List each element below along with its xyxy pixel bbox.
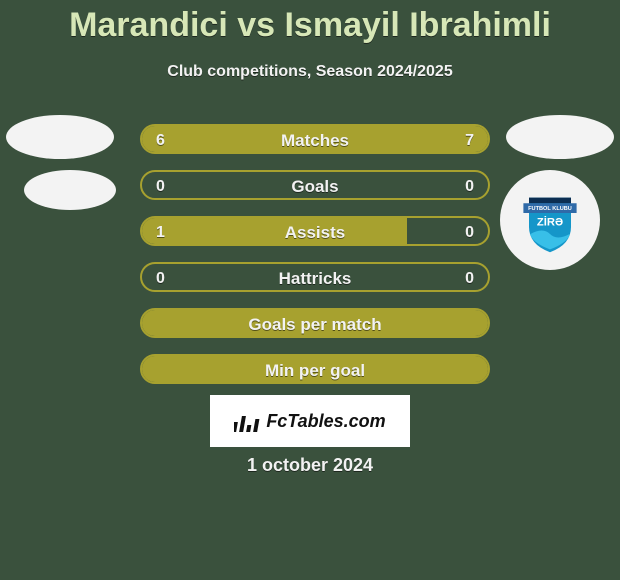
date-label: 1 october 2024 <box>0 455 620 476</box>
club-left-placeholder <box>24 170 116 210</box>
stat-label: Goals <box>142 172 488 200</box>
svg-text:ZİRƏ: ZİRƏ <box>537 216 563 229</box>
bar-chart-icon <box>234 410 260 432</box>
watermark-text: FcTables.com <box>266 411 385 432</box>
club-right-logo: FUTBOL KLUBU ZİRƏ <box>515 185 585 255</box>
club-right-badge: FUTBOL KLUBU ZİRƏ <box>500 170 600 270</box>
stat-value-right: 0 <box>465 218 474 246</box>
player-right-avatar <box>506 115 614 159</box>
stat-fill <box>142 310 488 336</box>
stat-row-hattricks: 0 0Hattricks <box>140 262 490 292</box>
stat-row-goals-per-match: Goals per match <box>140 308 490 338</box>
stat-label: Hattricks <box>142 264 488 292</box>
stat-row-matches: 67Matches <box>140 124 490 154</box>
stat-value-right: 0 <box>465 172 474 200</box>
stat-row-min-per-goal: Min per goal <box>140 354 490 384</box>
comparison-infographic: Marandici vs Ismayil Ibrahimli Club compe… <box>0 0 620 580</box>
stat-fill-right <box>302 126 488 152</box>
stat-value-left: 0 <box>156 172 165 200</box>
stat-row-goals: 0 0Goals <box>140 170 490 200</box>
page-title: Marandici vs Ismayil Ibrahimli <box>0 6 620 45</box>
subtitle: Club competitions, Season 2024/2025 <box>0 63 620 81</box>
player-left-avatar <box>6 115 114 159</box>
svg-text:FUTBOL KLUBU: FUTBOL KLUBU <box>528 206 572 212</box>
stat-fill-left <box>142 126 302 152</box>
watermark-logo: FcTables.com <box>210 395 410 447</box>
stat-fill-left <box>142 218 407 244</box>
stat-row-assists: 10Assists <box>140 216 490 246</box>
stat-fill <box>142 356 488 382</box>
stat-value-right: 0 <box>465 264 474 292</box>
stat-value-left: 0 <box>156 264 165 292</box>
